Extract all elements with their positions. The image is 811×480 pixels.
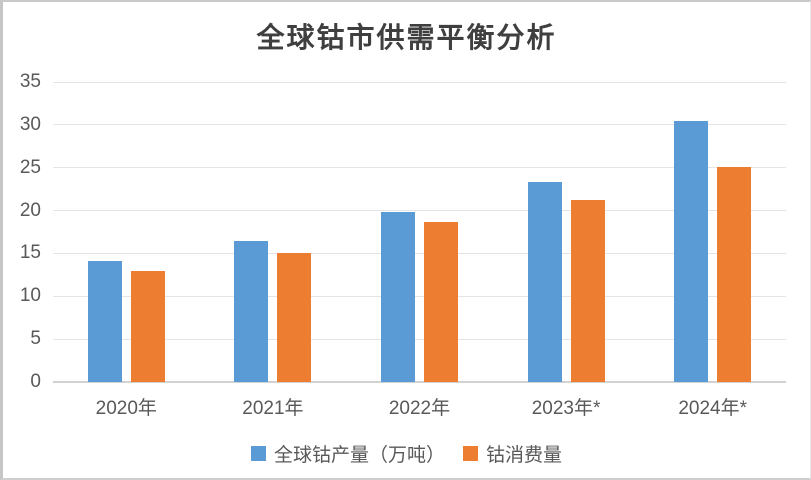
y-tick-label: 10 bbox=[19, 285, 41, 307]
y-tick-label: 25 bbox=[19, 156, 41, 178]
gridline bbox=[53, 295, 786, 297]
x-tick-label: 2021年 bbox=[242, 398, 304, 419]
y-tick-label: 15 bbox=[19, 242, 41, 264]
gridline bbox=[53, 210, 786, 212]
y-tick-label: 20 bbox=[19, 199, 41, 221]
bar-group-2024年* bbox=[639, 82, 786, 382]
bar-钴消费量-2021年 bbox=[277, 252, 312, 382]
chart-title: 全球钴市供需平衡分析 bbox=[256, 23, 557, 54]
x-axis-labels: 2020年 2021年 2022年 2023年* 2024年* bbox=[53, 393, 786, 420]
bar-group-2020年 bbox=[53, 82, 200, 382]
legend-swatch-icon bbox=[463, 446, 478, 461]
x-tick-label: 2024年* bbox=[678, 398, 747, 419]
gridline bbox=[53, 338, 786, 340]
bar-钴消费量-2020年 bbox=[130, 270, 165, 382]
x-tick-label: 2020年 bbox=[95, 398, 157, 419]
legend-label: 钴消费量 bbox=[486, 445, 563, 466]
bar-钴消费量-2024年* bbox=[717, 166, 752, 382]
bar-全球钴产量（万吨）-2020年 bbox=[87, 261, 122, 382]
y-tick-label: 35 bbox=[19, 71, 41, 92]
plot-area bbox=[53, 81, 786, 383]
x-axis-line bbox=[53, 381, 786, 383]
bar-钴消费量-2022年 bbox=[423, 221, 458, 382]
bar-全球钴产量（万吨）-2021年 bbox=[234, 240, 269, 382]
bar-钴消费量-2023年* bbox=[570, 200, 605, 382]
gridline bbox=[53, 124, 786, 126]
bar-全球钴产量（万吨）-2024年* bbox=[674, 121, 709, 382]
x-tick-label: 2022年 bbox=[388, 398, 451, 419]
legend-swatch-icon bbox=[250, 446, 266, 461]
bar-全球钴产量（万吨）-2022年 bbox=[380, 212, 415, 382]
gridline bbox=[53, 252, 786, 254]
legend-item: 全球钴产量（万吨） bbox=[250, 440, 445, 467]
y-tick-label: 5 bbox=[30, 328, 41, 350]
bar-group-2023年* bbox=[493, 82, 640, 382]
gridline bbox=[53, 81, 786, 83]
legend-label: 全球钴产量（万吨） bbox=[273, 445, 445, 466]
bar-groups bbox=[53, 82, 786, 382]
bar-全球钴产量（万吨）-2023年* bbox=[527, 182, 562, 382]
bar-group-2022年 bbox=[346, 82, 493, 382]
legend-item: 钴消费量 bbox=[463, 440, 562, 467]
x-tick-label: 2023年* bbox=[531, 398, 601, 419]
gridline bbox=[53, 167, 786, 169]
bar-group-2021年 bbox=[200, 82, 347, 382]
y-tick-label: 30 bbox=[19, 113, 41, 135]
legend: 全球钴产量（万吨） 钴消费量 bbox=[3, 440, 810, 467]
y-tick-label: 0 bbox=[30, 371, 41, 392]
